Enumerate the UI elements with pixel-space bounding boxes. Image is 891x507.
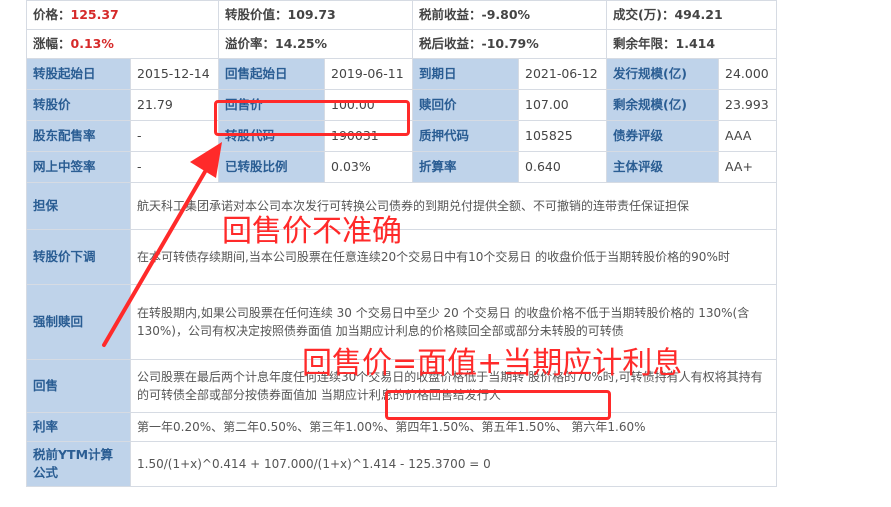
- premium-rate: 溢价率：14.25%: [218, 29, 414, 59]
- grid-label: 网上中签率: [26, 151, 131, 183]
- grid-label: 质押代码: [412, 120, 520, 152]
- detail-text: 在转股期内,如果公司股票在任何连续 30 个交易日中至少 20 个交易日 的收盘…: [129, 284, 778, 360]
- detail-text: 在本可转债存续期间,当本公司股票在任意连续20个交易日中有10个交易日 的收盘价…: [129, 229, 778, 285]
- price-label: 价格：: [33, 7, 71, 22]
- price-value: 125.37: [70, 7, 119, 22]
- remaining-years: 剩余年限：1.414: [606, 29, 778, 59]
- grid-label: 转股价: [26, 89, 131, 121]
- pretax-yield: 税前收益：-9.80%: [412, 0, 608, 30]
- detail-label: 利率: [26, 412, 131, 442]
- grid-value: 24.000: [718, 58, 778, 90]
- grid-value: 2021-06-12: [518, 58, 608, 90]
- conversion-value: 转股价值：109.73: [218, 0, 414, 30]
- grid-label: 主体评级: [606, 151, 720, 183]
- annotation-formula: 回售价=面值+当期应计利息: [302, 346, 683, 381]
- grid-value: 21.79: [129, 89, 220, 121]
- detail-row-guarantee: 担保 航天科工集团承诺对本公司本次发行可转换公司债券的到期兑付提供全额、不可撤销…: [26, 182, 778, 230]
- grid-label: 赎回价: [412, 89, 520, 121]
- grid-value: 2019-06-11: [324, 58, 414, 90]
- turnover: 成交(万)：494.21: [606, 0, 778, 30]
- grid-label: 债券评级: [606, 120, 720, 152]
- detail-label: 担保: [26, 182, 131, 230]
- put-clause-highlight-box: [385, 390, 611, 420]
- grid-label: 到期日: [412, 58, 520, 90]
- grid-value: AAA: [718, 120, 778, 152]
- grid-row: 股东配售率 - 转股代码 190031 质押代码 105825 债券评级 AAA: [26, 120, 778, 152]
- price-cell: 价格：125.37: [25, 0, 220, 30]
- aftertax-yield: 税后收益：-10.79%: [412, 29, 608, 59]
- bond-info-table: 价格：125.37 转股价值：109.73 税前收益：-9.80% 成交(万)：…: [25, 0, 778, 487]
- detail-label: 强制赎回: [26, 284, 131, 360]
- detail-text: 1.50/(1+x)^0.414 + 107.000/(1+x)^1.414 -…: [129, 441, 778, 487]
- detail-row-forced-redemption: 强制赎回 在转股期内,如果公司股票在任何连续 30 个交易日中至少 20 个交易…: [26, 284, 778, 360]
- annotation-inaccurate: 回售价不准确: [222, 214, 402, 249]
- summary-row-2: 涨幅：0.13% 溢价率：14.25% 税后收益：-10.79% 剩余年限：1.…: [25, 29, 778, 59]
- grid-label: 剩余规模(亿): [606, 89, 720, 121]
- grid-value: 0.03%: [324, 151, 414, 183]
- change-cell: 涨幅：0.13%: [25, 29, 220, 59]
- grid-label: 转股起始日: [26, 58, 131, 90]
- detail-label: 税前YTM计算公式: [26, 441, 131, 487]
- change-label: 涨幅：: [33, 36, 71, 51]
- grid-row: 网上中签率 - 已转股比例 0.03% 折算率 0.640 主体评级 AA+: [26, 151, 778, 183]
- grid-row: 转股价 21.79 回售价 100.00 赎回价 107.00 剩余规模(亿) …: [26, 89, 778, 121]
- change-value: 0.13%: [70, 36, 114, 51]
- detail-row-ytm-formula: 税前YTM计算公式 1.50/(1+x)^0.414 + 107.000/(1+…: [26, 441, 778, 487]
- put-price-highlight-box: [214, 100, 410, 136]
- grid-value: 107.00: [518, 89, 608, 121]
- grid-label: 回售起始日: [218, 58, 326, 90]
- detail-row-put: 回售 公司股票在最后两个计息年度任何连续30个交易日的收盘价格低于当期转 股价格…: [26, 359, 778, 413]
- grid-value: 0.640: [518, 151, 608, 183]
- grid-value: -: [129, 120, 220, 152]
- detail-text: 航天科工集团承诺对本公司本次发行可转换公司债券的到期兑付提供全额、不可撤销的连带…: [129, 182, 778, 230]
- grid-value: 2015-12-14: [129, 58, 220, 90]
- grid-value: 190031: [324, 120, 414, 152]
- grid-value: 23.993: [718, 89, 778, 121]
- bond-info-panel: 价格：125.37 转股价值：109.73 税前收益：-9.80% 成交(万)：…: [25, 0, 778, 487]
- grid-label: 股东配售率: [26, 120, 131, 152]
- grid-value: AA+: [718, 151, 778, 183]
- grid-value: -: [129, 151, 220, 183]
- detail-label: 转股价下调: [26, 229, 131, 285]
- detail-label: 回售: [26, 359, 131, 413]
- summary-row-1: 价格：125.37 转股价值：109.73 税前收益：-9.80% 成交(万)：…: [25, 0, 778, 30]
- grid-row: 转股起始日 2015-12-14 回售起始日 2019-06-11 到期日 20…: [26, 58, 778, 90]
- grid-label: 发行规模(亿): [606, 58, 720, 90]
- grid-label: 已转股比例: [218, 151, 326, 183]
- grid-label: 折算率: [412, 151, 520, 183]
- grid-value: 105825: [518, 120, 608, 152]
